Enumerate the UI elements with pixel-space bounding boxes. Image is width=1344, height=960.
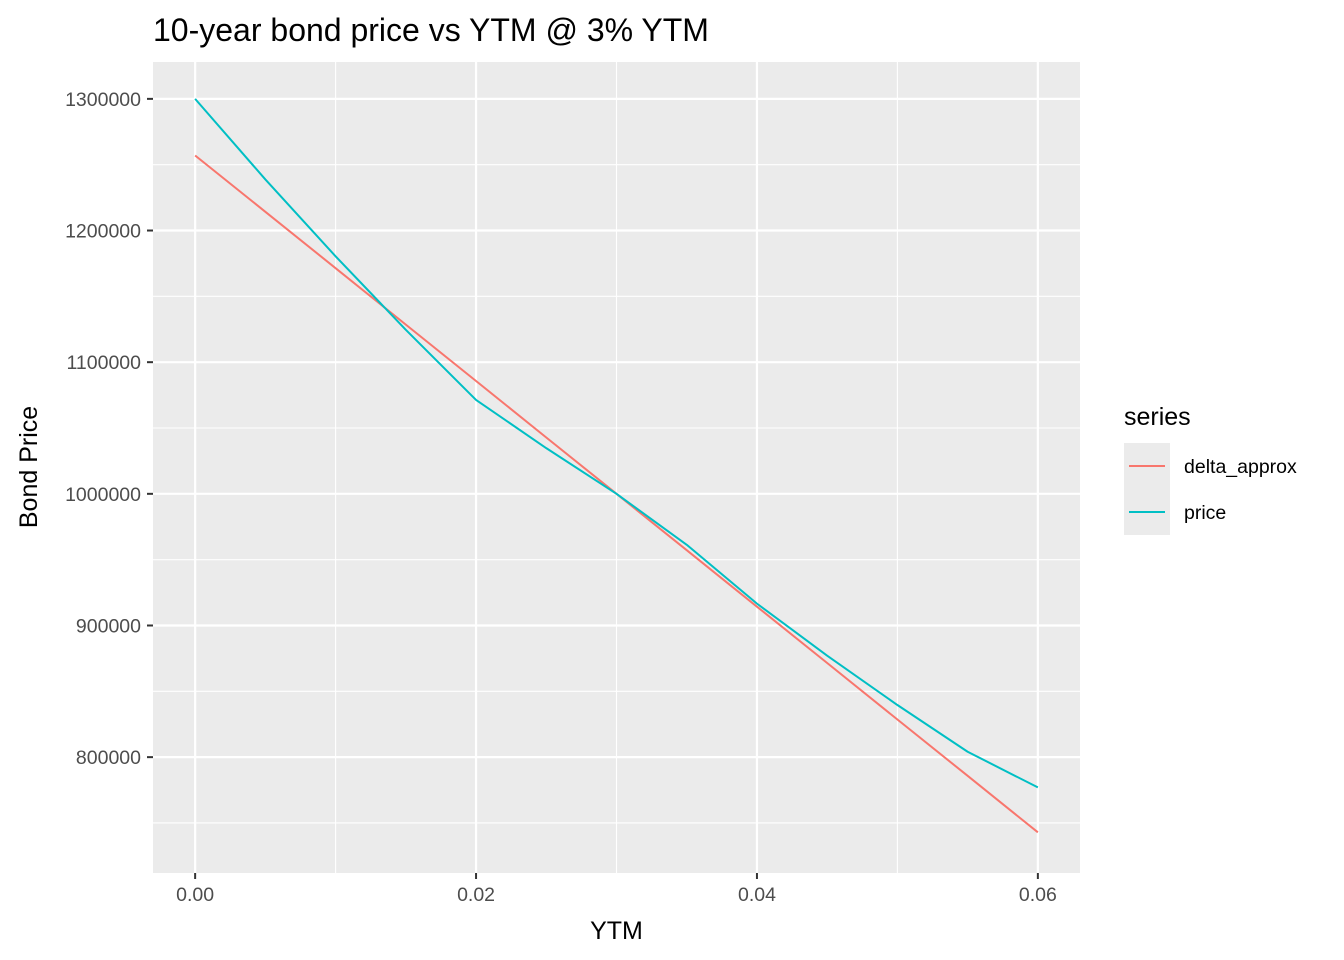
y-tick-label: 1100000	[67, 352, 142, 374]
grid-minor	[153, 62, 1080, 873]
legend-title: series	[1124, 403, 1191, 431]
x-axis-title: YTM	[590, 917, 643, 945]
y-tick-label: 900000	[76, 615, 141, 637]
x-tick-label: 0.06	[1019, 884, 1057, 906]
legend-label: delta_approx	[1184, 456, 1297, 478]
x-tick-label: 0.02	[457, 884, 495, 906]
x-axis-ticks: 0.00 0.02 0.04 0.06	[176, 873, 1057, 906]
chart-title: 10-year bond price vs YTM @ 3% YTM	[153, 12, 709, 48]
series-lines	[194, 98, 1039, 834]
y-tick-label: 1200000	[65, 221, 141, 243]
y-axis-title: Bond Price	[15, 406, 43, 528]
y-tick-label: 1300000	[65, 89, 141, 111]
y-axis-ticks: 800000 900000 1000000 1100000 1200000 1300000	[65, 89, 153, 769]
x-tick-label: 0.00	[176, 884, 214, 906]
y-tick-label: 1000000	[65, 484, 141, 506]
y-tick-label: 800000	[76, 747, 141, 769]
series-line-price	[194, 98, 1039, 789]
x-tick-label: 0.04	[738, 884, 776, 906]
legend-label: price	[1184, 502, 1226, 524]
grid-major	[153, 62, 1080, 873]
